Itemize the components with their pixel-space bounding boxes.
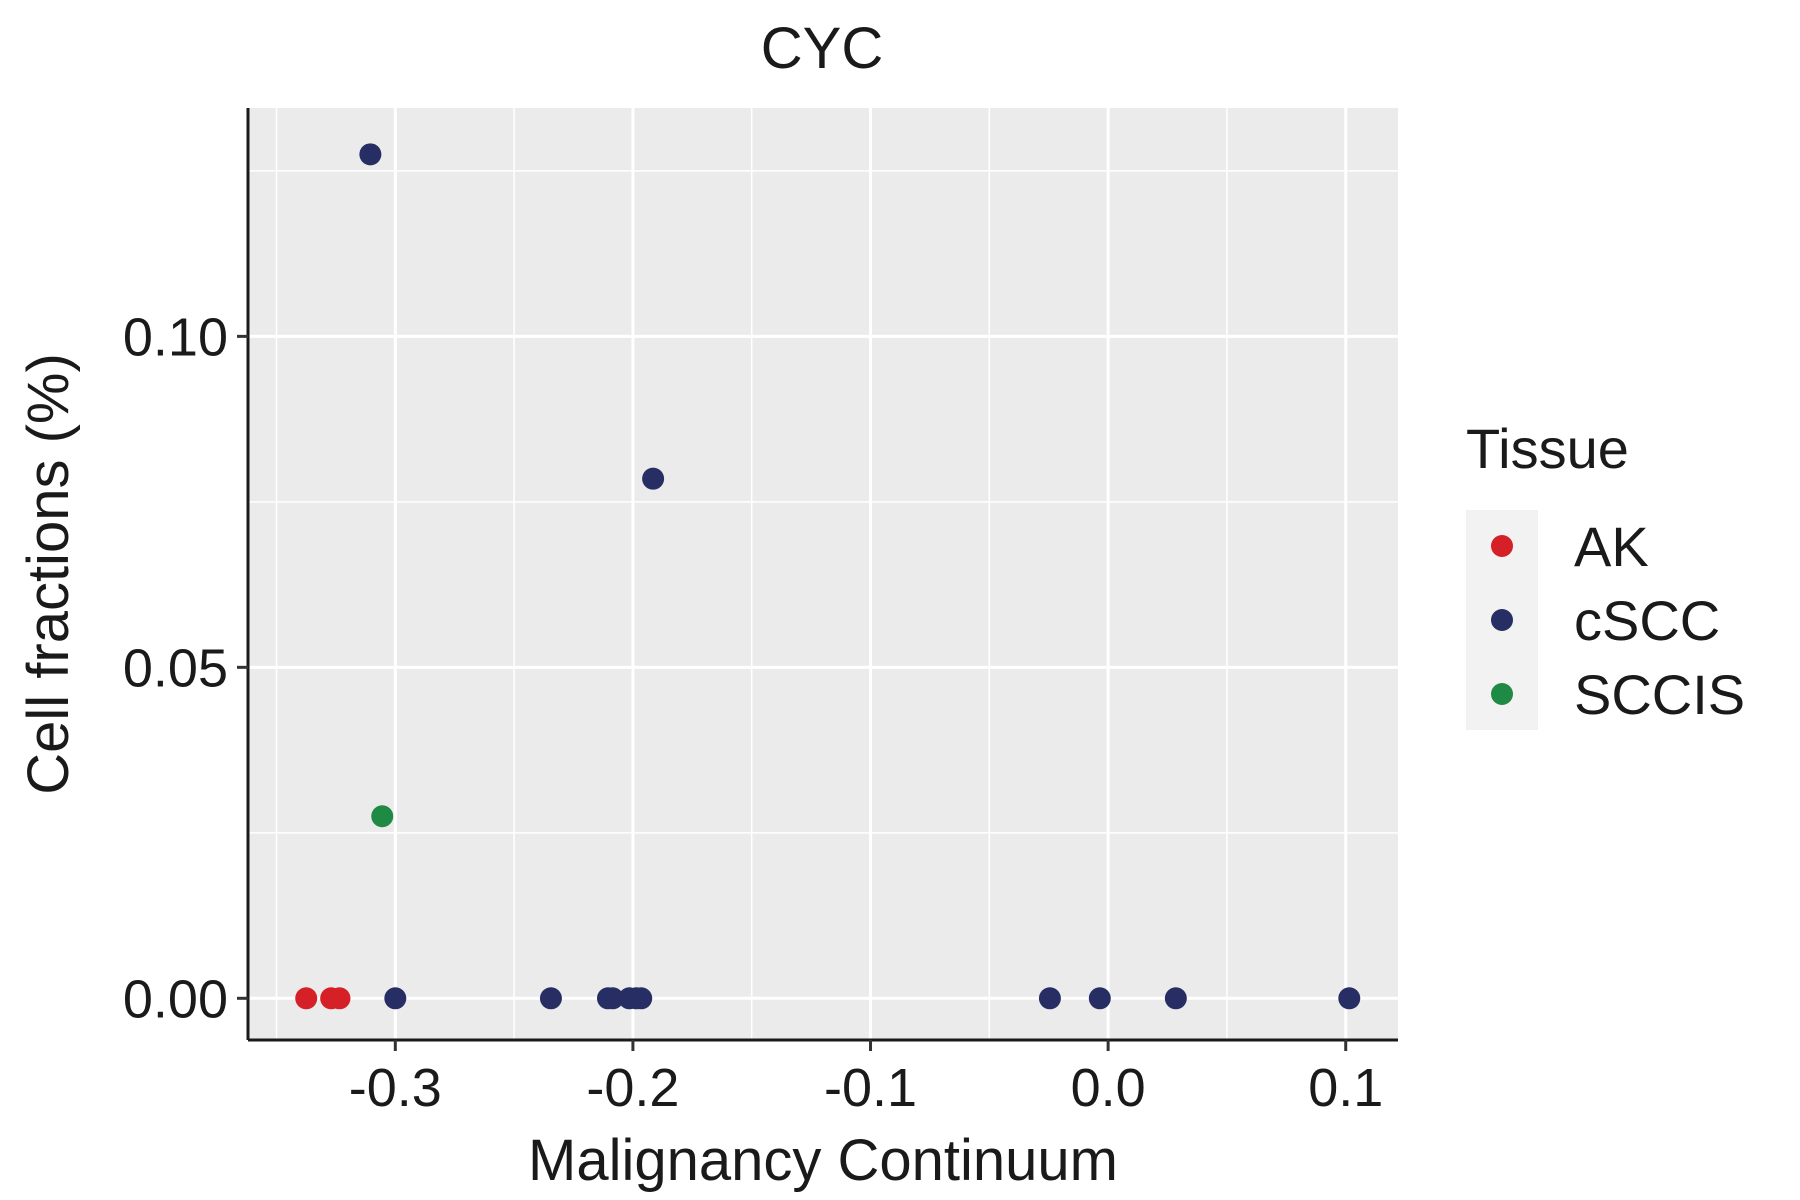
x-tick-label: -0.1 (824, 1058, 917, 1118)
x-tick-label: 0.0 (1071, 1058, 1146, 1118)
point-cscc (1338, 987, 1361, 1010)
legend-key-sccis (1491, 683, 1513, 705)
legend-key-cscc (1491, 609, 1513, 631)
point-ak (328, 987, 351, 1010)
y-tick-label: 0.00 (123, 969, 228, 1029)
point-cscc (1038, 987, 1061, 1010)
x-tick-label: -0.3 (349, 1058, 442, 1118)
point-cscc (359, 143, 382, 166)
y-tick-label: 0.10 (123, 307, 228, 367)
point-cscc (1088, 987, 1111, 1010)
point-ak (295, 987, 318, 1010)
legend: Tissue AK cSCC SCCIS (1466, 417, 1745, 730)
data-points (295, 143, 1361, 1010)
legend-label-sccis: SCCIS (1574, 663, 1745, 726)
legend-label-cscc: cSCC (1574, 589, 1720, 652)
y-tick-label: 0.05 (123, 638, 228, 698)
legend-label-ak: AK (1574, 515, 1649, 578)
x-axis-title: Malignancy Continuum (528, 1128, 1118, 1193)
point-cscc (630, 987, 653, 1010)
x-axis-ticks: -0.3 -0.2 -0.1 0.0 0.1 (349, 1040, 1383, 1118)
point-cscc (1164, 987, 1187, 1010)
legend-title: Tissue (1466, 417, 1629, 480)
point-cscc (601, 987, 624, 1010)
major-gridlines (248, 108, 1398, 1040)
x-tick-label: -0.2 (586, 1058, 679, 1118)
y-axis-ticks: 0.00 0.05 0.10 (123, 307, 248, 1029)
point-cscc (642, 467, 665, 490)
minor-gridlines (248, 108, 1398, 1040)
point-cscc (384, 987, 407, 1010)
chart-title: CYC (761, 16, 883, 81)
point-sccis (371, 805, 394, 828)
legend-items: AK cSCC SCCIS (1491, 515, 1745, 726)
plot-panel (248, 108, 1398, 1040)
x-tick-label: 0.1 (1308, 1058, 1383, 1118)
point-cscc (539, 987, 562, 1010)
y-axis-title: Cell fractions (%) (16, 353, 81, 795)
legend-key-ak (1491, 535, 1513, 557)
